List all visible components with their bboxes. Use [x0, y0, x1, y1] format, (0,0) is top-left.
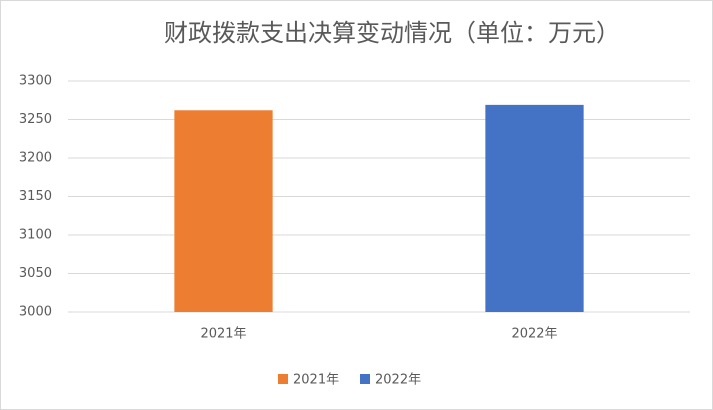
- x-tick-label: 2022年: [511, 327, 557, 342]
- y-tick-label: 3150: [19, 189, 52, 204]
- bar: [485, 104, 584, 313]
- chart-title: 财政拨款支出决算变动情况（单位：万元）: [164, 19, 620, 47]
- y-tick-label: 3000: [19, 305, 52, 320]
- legend-swatch: [278, 374, 288, 384]
- y-tick-label: 3250: [19, 112, 52, 127]
- legend-label: 2021年: [293, 373, 339, 388]
- legend-swatch: [360, 374, 370, 384]
- y-tick-label: 3100: [19, 228, 52, 243]
- y-tick-label: 3300: [19, 74, 52, 89]
- x-tick-label: 2021年: [200, 327, 246, 342]
- y-tick-label: 3050: [19, 266, 52, 281]
- y-tick-label: 3200: [19, 151, 52, 166]
- bar: [174, 110, 273, 312]
- legend-label: 2022年: [375, 373, 421, 388]
